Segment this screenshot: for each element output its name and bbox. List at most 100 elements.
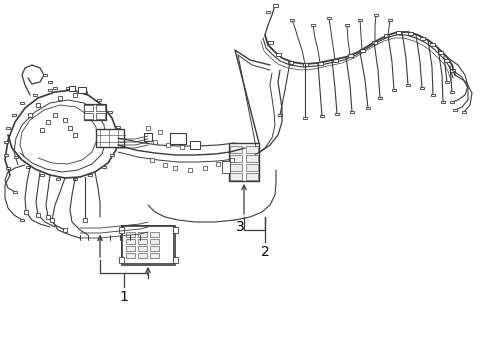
Bar bbox=[407, 32, 412, 35]
Bar bbox=[383, 33, 387, 36]
Bar bbox=[359, 49, 364, 51]
Text: 3: 3 bbox=[235, 220, 244, 234]
Bar bbox=[222, 161, 229, 173]
Bar bbox=[118, 227, 123, 233]
Bar bbox=[245, 163, 258, 171]
Bar bbox=[96, 129, 124, 147]
Text: 1: 1 bbox=[120, 290, 128, 304]
Bar bbox=[137, 246, 146, 251]
Bar bbox=[265, 11, 269, 13]
Bar bbox=[116, 126, 120, 129]
Bar bbox=[172, 227, 177, 233]
Bar bbox=[326, 17, 330, 19]
Bar bbox=[245, 172, 258, 180]
Bar bbox=[125, 239, 134, 243]
Bar bbox=[83, 105, 92, 111]
Bar bbox=[245, 145, 258, 153]
Bar bbox=[444, 81, 448, 84]
Bar bbox=[149, 252, 158, 257]
Bar bbox=[121, 225, 175, 265]
Bar bbox=[391, 89, 395, 91]
Bar bbox=[6, 167, 10, 169]
Bar bbox=[56, 177, 60, 180]
Bar bbox=[449, 101, 453, 103]
Bar bbox=[440, 101, 445, 103]
Bar bbox=[229, 154, 242, 162]
Bar bbox=[172, 257, 177, 263]
Bar bbox=[245, 154, 258, 162]
Bar bbox=[334, 113, 339, 115]
Bar bbox=[419, 87, 424, 89]
Bar bbox=[137, 239, 146, 243]
Bar bbox=[53, 87, 57, 89]
Bar bbox=[48, 81, 52, 83]
Bar bbox=[387, 19, 391, 21]
Bar bbox=[33, 94, 37, 96]
Bar bbox=[107, 111, 112, 113]
Bar bbox=[319, 114, 324, 117]
Bar bbox=[14, 156, 18, 158]
Bar bbox=[149, 239, 158, 243]
Bar bbox=[310, 24, 314, 26]
Bar bbox=[149, 231, 158, 237]
Bar bbox=[95, 113, 104, 119]
Bar bbox=[272, 4, 277, 6]
Bar bbox=[122, 226, 174, 264]
Bar bbox=[43, 74, 47, 76]
Bar bbox=[125, 252, 134, 257]
Bar bbox=[317, 62, 322, 64]
Bar bbox=[430, 94, 434, 96]
Bar bbox=[137, 231, 146, 237]
Text: 2: 2 bbox=[260, 245, 269, 259]
Bar bbox=[452, 109, 456, 111]
Bar bbox=[267, 41, 272, 44]
Bar bbox=[83, 113, 92, 119]
Bar bbox=[102, 166, 106, 168]
Bar bbox=[345, 24, 348, 26]
Bar bbox=[377, 96, 382, 99]
Bar bbox=[73, 177, 77, 180]
Bar bbox=[428, 42, 434, 45]
Bar bbox=[95, 105, 104, 111]
Bar bbox=[373, 14, 377, 16]
Bar bbox=[65, 87, 70, 89]
Bar bbox=[229, 145, 242, 153]
Bar bbox=[4, 154, 8, 156]
Bar bbox=[97, 99, 101, 102]
Bar bbox=[87, 174, 92, 176]
Bar bbox=[82, 91, 87, 93]
Bar bbox=[12, 114, 16, 116]
Bar bbox=[287, 60, 292, 63]
Bar bbox=[78, 87, 86, 93]
Bar bbox=[302, 117, 306, 120]
Bar bbox=[116, 141, 120, 143]
Bar bbox=[461, 111, 465, 113]
Bar bbox=[137, 252, 146, 257]
Bar bbox=[13, 191, 17, 193]
Bar bbox=[26, 166, 30, 168]
Bar bbox=[118, 257, 123, 263]
Bar bbox=[228, 143, 259, 181]
Bar bbox=[190, 141, 200, 149]
Bar bbox=[229, 172, 242, 180]
Bar bbox=[357, 19, 361, 21]
Bar bbox=[443, 59, 447, 62]
Bar bbox=[170, 132, 185, 144]
Bar bbox=[448, 68, 453, 72]
Bar bbox=[84, 104, 106, 120]
Bar bbox=[437, 50, 442, 54]
Bar bbox=[143, 133, 152, 141]
Bar bbox=[365, 107, 369, 109]
Bar bbox=[69, 86, 75, 90]
Bar bbox=[125, 231, 134, 237]
Bar bbox=[20, 102, 24, 104]
Bar bbox=[289, 19, 293, 21]
Bar bbox=[20, 219, 24, 221]
Bar bbox=[125, 246, 134, 251]
Bar bbox=[332, 59, 337, 62]
Bar bbox=[6, 127, 10, 129]
Bar bbox=[449, 91, 453, 93]
Bar bbox=[229, 163, 242, 171]
Bar bbox=[347, 54, 352, 57]
Bar bbox=[302, 63, 307, 66]
